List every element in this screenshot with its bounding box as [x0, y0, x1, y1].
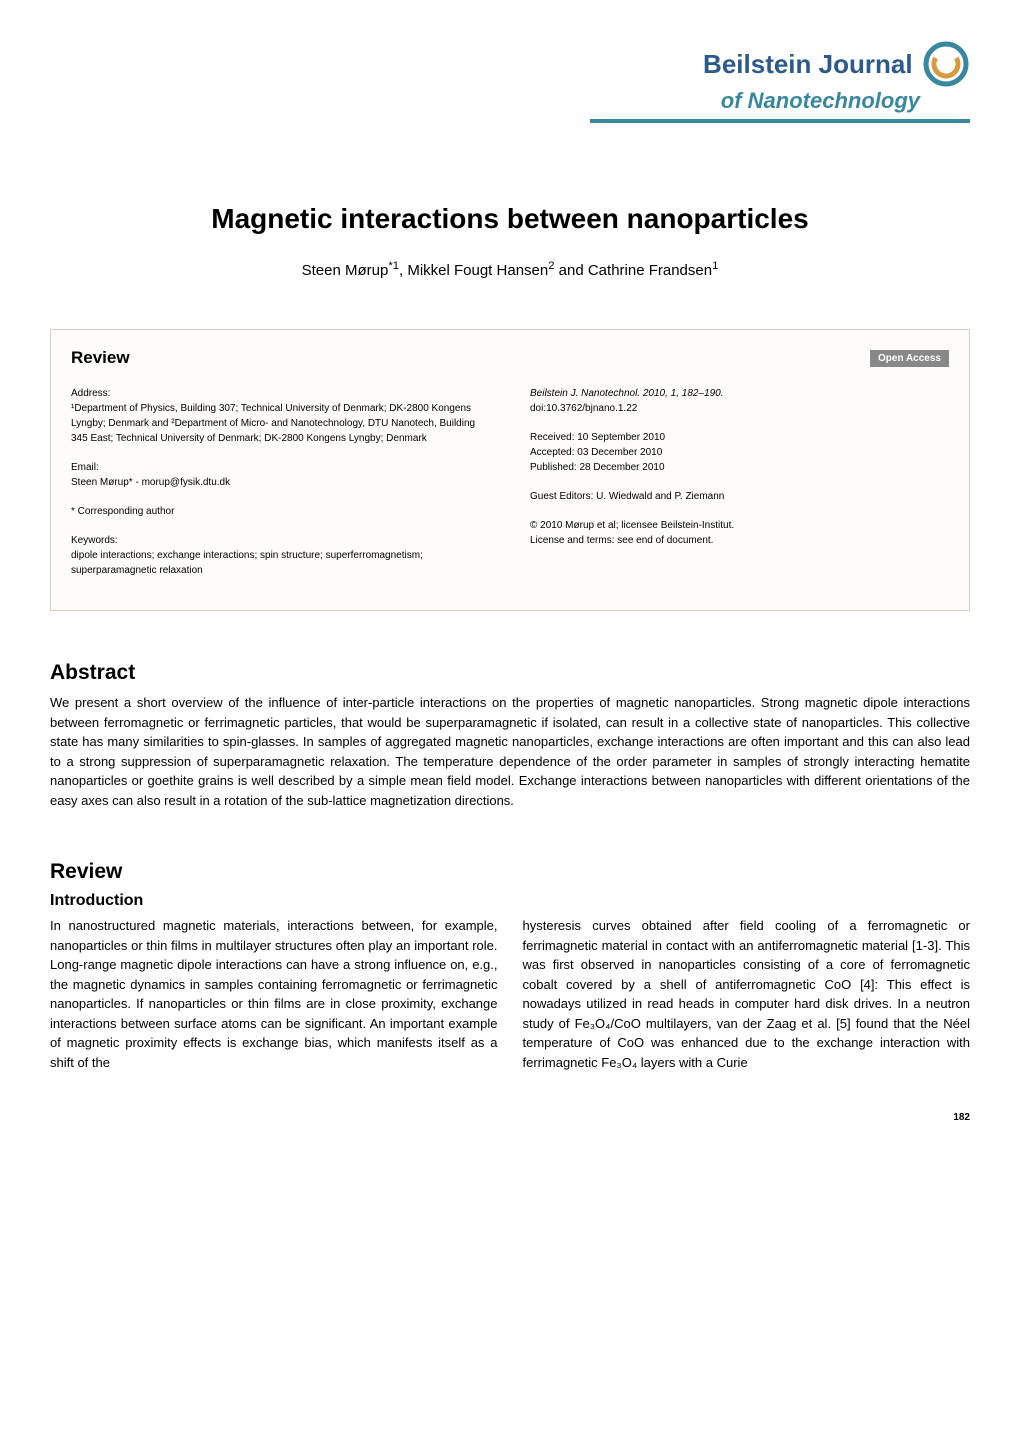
email-label: Email: — [71, 460, 490, 475]
license-line-2: License and terms: see end of document. — [530, 533, 949, 548]
header-underline — [590, 119, 970, 123]
body-columns: In nanostructured magnetic materials, in… — [50, 916, 970, 1072]
received-date: Received: 10 September 2010 — [530, 430, 949, 445]
keywords-label: Keywords: — [71, 533, 490, 548]
page-number: 182 — [50, 1112, 970, 1123]
journal-logo-icon — [922, 40, 970, 88]
metadata-right-column: Beilstein J. Nanotechnol. 2010, 1, 182–1… — [530, 386, 949, 592]
journal-subtitle: of Nanotechnology — [50, 88, 920, 114]
review-label: Review — [71, 348, 130, 368]
accepted-date: Accepted: 03 December 2010 — [530, 445, 949, 460]
published-date: Published: 28 December 2010 — [530, 460, 949, 475]
open-access-badge: Open Access — [870, 350, 949, 367]
doi: doi:10.3762/bjnano.1.22 — [530, 401, 949, 416]
keywords-text: dipole interactions; exchange interactio… — [71, 548, 490, 578]
journal-name: Beilstein Journal — [703, 49, 913, 80]
email-text: Steen Mørup* - morup@fysik.dtu.dk — [71, 475, 490, 490]
abstract-text: We present a short overview of the influ… — [50, 693, 970, 810]
paper-title: Magnetic interactions between nanopartic… — [50, 203, 970, 235]
address-label: Address: — [71, 386, 490, 401]
corresponding-author: * Corresponding author — [71, 504, 490, 519]
address-text: ¹Department of Physics, Building 307; Te… — [71, 401, 490, 446]
body-column-1: In nanostructured magnetic materials, in… — [50, 916, 498, 1072]
review-section-heading: Review — [50, 860, 970, 884]
authors-line: Steen Mørup*1, Mikkel Fougt Hansen2 and … — [50, 260, 970, 279]
journal-header: Beilstein Journal of Nanotechnology — [50, 40, 970, 123]
citation: Beilstein J. Nanotechnol. 2010, 1, 182–1… — [530, 386, 949, 401]
guest-editors: Guest Editors: U. Wiedwald and P. Zieman… — [530, 489, 949, 504]
abstract-heading: Abstract — [50, 661, 970, 685]
body-column-2: hysteresis curves obtained after field c… — [523, 916, 971, 1072]
introduction-heading: Introduction — [50, 892, 970, 910]
metadata-left-column: Address: ¹Department of Physics, Buildin… — [71, 386, 490, 592]
license-line-1: © 2010 Mørup et al; licensee Beilstein-I… — [530, 518, 949, 533]
metadata-box: Review Open Access Address: ¹Department … — [50, 329, 970, 611]
